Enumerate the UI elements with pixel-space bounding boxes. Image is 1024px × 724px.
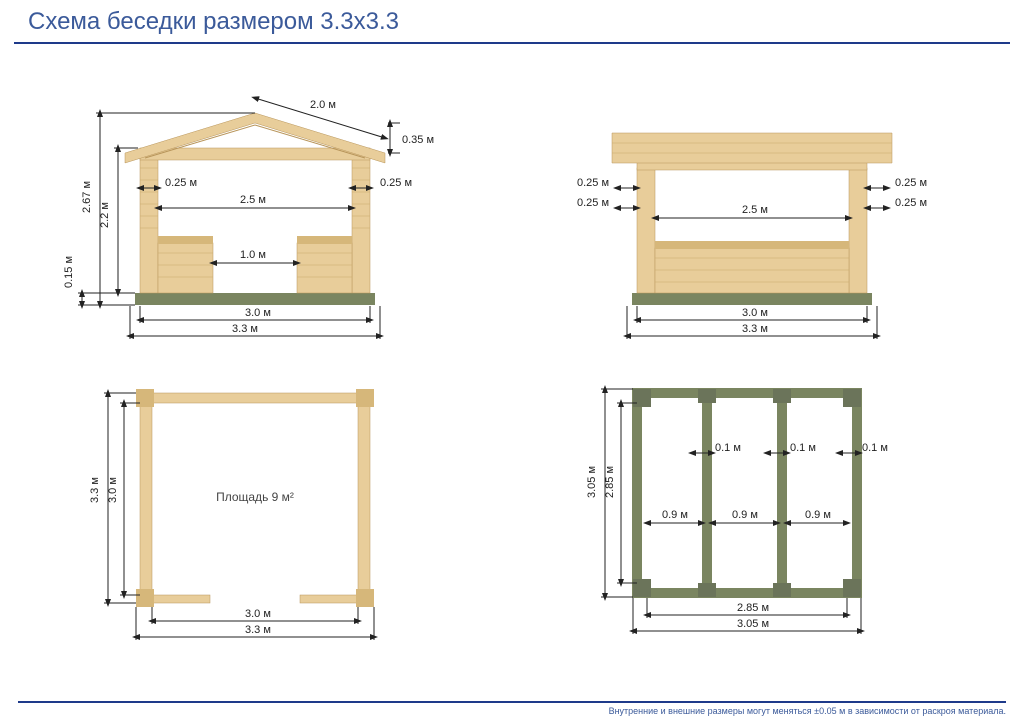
svg-text:3.3 м: 3.3 м: [89, 477, 101, 503]
svg-text:3.0 м: 3.0 м: [245, 608, 271, 620]
svg-text:3.05 м: 3.05 м: [586, 466, 598, 498]
front-elevation: 2.0 м 0.35 м 0.25 м 0.25 м 2.5 м 1.0 м 2…: [30, 58, 507, 353]
svg-text:3.3 м: 3.3 м: [742, 323, 768, 335]
svg-text:0.25 м: 0.25 м: [577, 197, 609, 209]
svg-text:2.67 м: 2.67 м: [81, 181, 93, 213]
svg-text:0.35 м: 0.35 м: [402, 134, 434, 146]
svg-text:3.3 м: 3.3 м: [232, 323, 258, 335]
svg-text:Площадь 9 м²: Площадь 9 м²: [216, 490, 294, 504]
svg-text:2.2 м: 2.2 м: [99, 202, 111, 228]
foundation-plan: 0.1 м 0.1 м 0.1 м 0.9 м 0.9 м 0.9 м 3.05…: [517, 363, 994, 658]
svg-text:3.0 м: 3.0 м: [107, 477, 119, 503]
title-bar: Схема беседки размером 3.3x3.3: [14, 0, 1010, 44]
svg-text:0.1 м: 0.1 м: [790, 442, 816, 454]
svg-text:0.25 м: 0.25 м: [895, 177, 927, 189]
svg-text:0.9 м: 0.9 м: [805, 509, 831, 521]
svg-text:0.25 м: 0.25 м: [895, 197, 927, 209]
svg-text:3.0 м: 3.0 м: [742, 307, 768, 319]
svg-text:0.9 м: 0.9 м: [732, 509, 758, 521]
svg-text:3.0 м: 3.0 м: [245, 307, 271, 319]
svg-text:0.1 м: 0.1 м: [862, 442, 888, 454]
svg-text:2.5 м: 2.5 м: [240, 194, 266, 206]
footer-note: Внутренние и внешние размеры могут менят…: [18, 701, 1006, 716]
svg-text:2.85 м: 2.85 м: [604, 466, 616, 498]
svg-text:2.85 м: 2.85 м: [737, 602, 769, 614]
svg-text:0.25 м: 0.25 м: [577, 177, 609, 189]
svg-text:0.25 м: 0.25 м: [380, 177, 412, 189]
svg-text:0.25 м: 0.25 м: [165, 177, 197, 189]
svg-text:0.9 м: 0.9 м: [662, 509, 688, 521]
svg-text:1.0 м: 1.0 м: [240, 249, 266, 261]
svg-text:2.5 м: 2.5 м: [742, 204, 768, 216]
svg-text:0.1 м: 0.1 м: [715, 442, 741, 454]
side-elevation: 0.25 м 0.25 м 0.25 м 0.25 м 2.5 м 3.0 м …: [517, 58, 994, 353]
svg-text:3.3 м: 3.3 м: [245, 624, 271, 636]
svg-text:2.0 м: 2.0 м: [310, 99, 336, 111]
page-title: Схема беседки размером 3.3x3.3: [28, 8, 399, 35]
footer-text: Внутренние и внешние размеры могут менят…: [609, 706, 1006, 716]
diagram-grid: 2.0 м 0.35 м 0.25 м 0.25 м 2.5 м 1.0 м 2…: [0, 48, 1024, 668]
svg-text:0.15 м: 0.15 м: [63, 256, 75, 288]
svg-text:3.05 м: 3.05 м: [737, 618, 769, 630]
floor-plan: Площадь 9 м² 3.3 м 3.0 м 3.0 м 3.3 м: [30, 363, 507, 658]
